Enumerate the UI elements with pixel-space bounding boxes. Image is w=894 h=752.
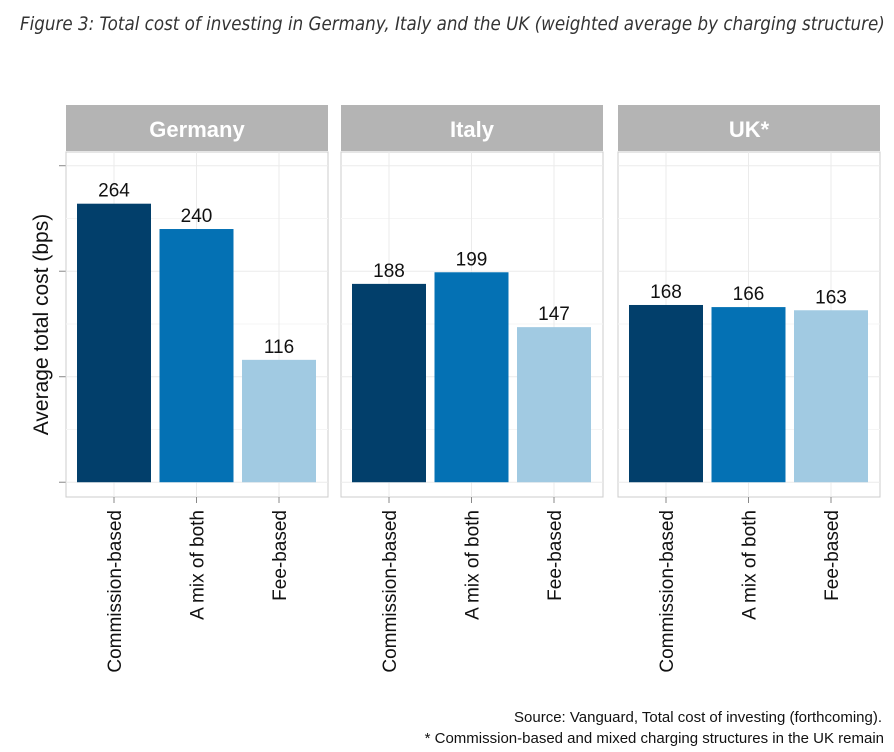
bar [352, 283, 426, 483]
bar [77, 203, 151, 483]
x-tick-label: A mix of both [740, 510, 761, 620]
x-tick-label: Fee-based [822, 510, 843, 601]
x-tick-label: Commission-based [105, 510, 126, 673]
facet-strip [341, 105, 603, 151]
data-label: 199 [456, 249, 488, 270]
x-tick-label: A mix of both [188, 510, 209, 620]
bar [629, 304, 703, 483]
x-tick-label: Commission-based [657, 510, 678, 673]
data-label: 264 [98, 181, 130, 202]
bar [159, 229, 234, 483]
bar [517, 327, 591, 483]
facet-strip [618, 105, 880, 151]
data-label: 240 [181, 206, 213, 227]
facet-label-uk: UK* [729, 117, 770, 142]
data-label: 147 [538, 304, 570, 325]
bar [711, 307, 786, 483]
data-label: 116 [264, 337, 294, 358]
bar [242, 359, 316, 483]
x-tick-label: Fee-based [545, 510, 566, 601]
source-note: Source: Vanguard, Total cost of investin… [514, 709, 882, 726]
data-label: 166 [733, 284, 765, 305]
data-label: 163 [815, 287, 847, 308]
data-label: 168 [650, 282, 682, 303]
facet-strip [66, 105, 328, 151]
data-label: 188 [373, 261, 405, 282]
y-axis-label: Average total cost (bps) [30, 214, 53, 435]
x-tick-label: Commission-based [380, 510, 401, 673]
facet-label-italy: Italy [450, 117, 495, 142]
facet-label-germany: Germany [149, 117, 245, 142]
bar [434, 272, 509, 483]
figure-title: Figure 3: Total cost of investing in Ger… [20, 13, 885, 35]
bar [794, 310, 868, 483]
footnote: * Commission-based and mixed charging st… [424, 730, 884, 747]
x-tick-label: A mix of both [463, 510, 484, 620]
x-tick-label: Fee-based [270, 510, 291, 601]
